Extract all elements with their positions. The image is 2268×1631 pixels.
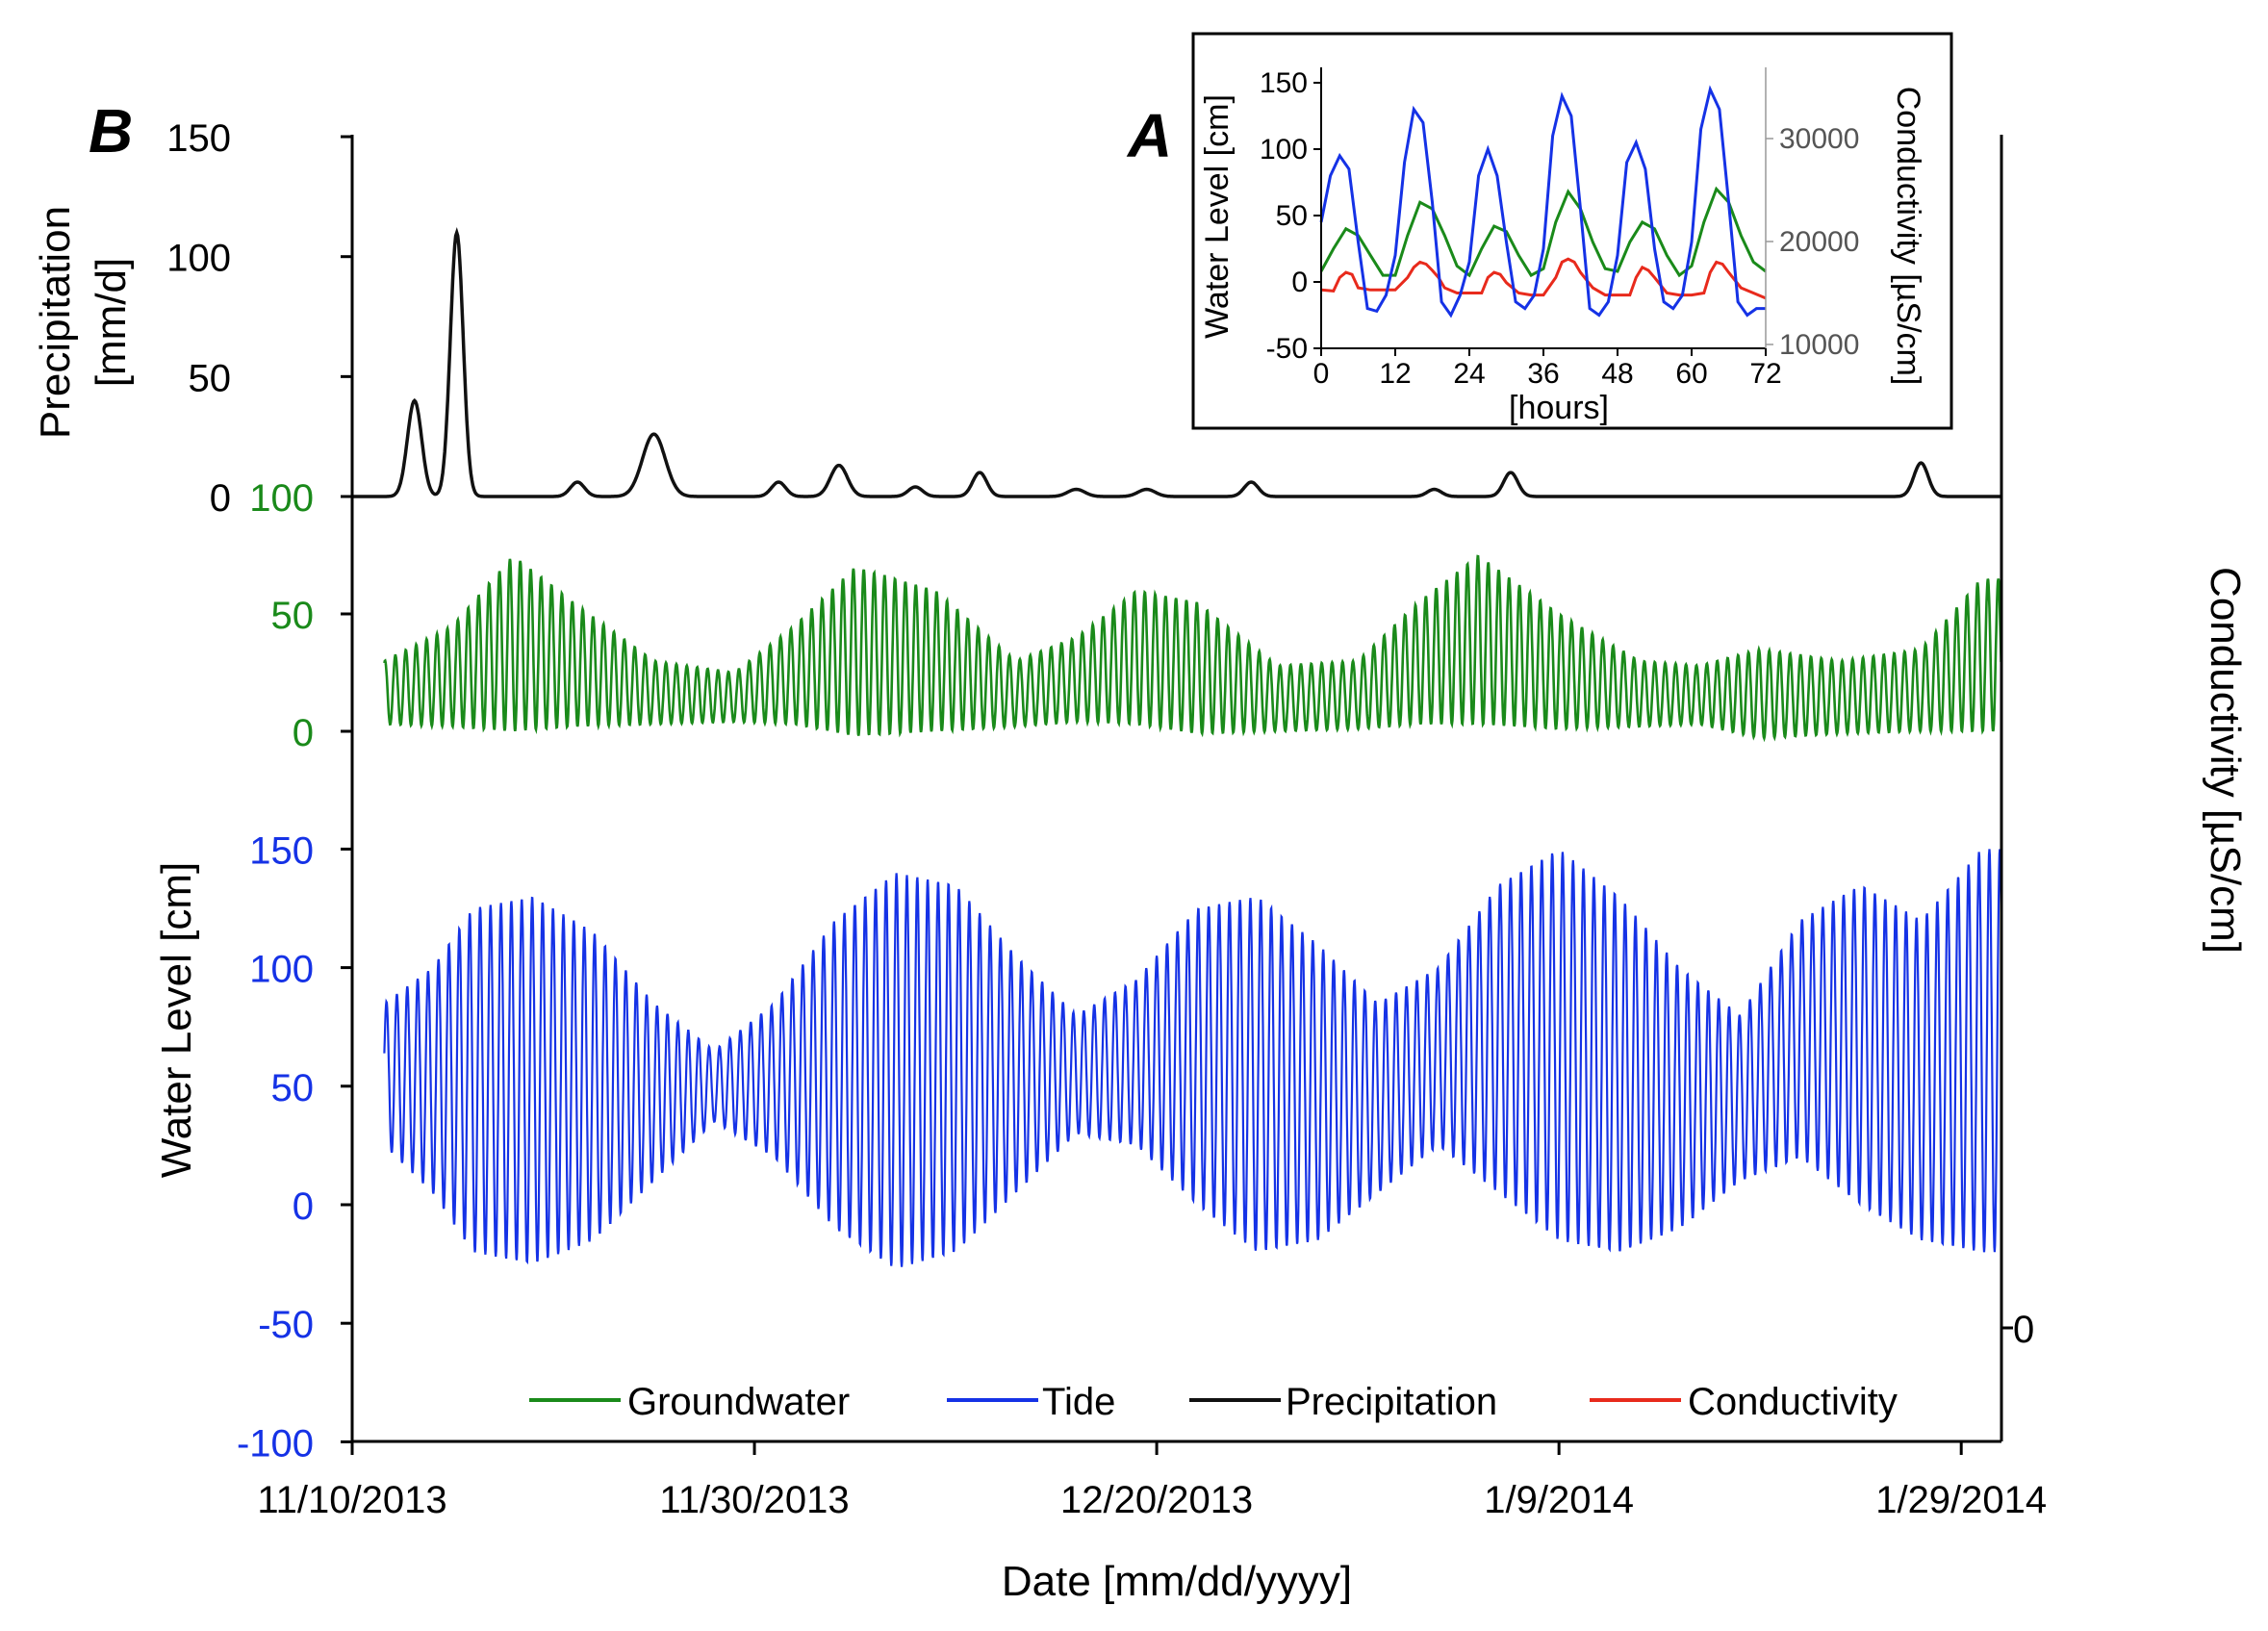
inset-series-line-conductivity — [1320, 257, 1767, 300]
legend-label-precipitation: Precipitation — [1286, 1381, 1497, 1423]
tide-tick-label: -100 — [237, 1422, 314, 1465]
x-tick-label: 11/30/2013 — [659, 1479, 849, 1521]
legend: Groundwater Tide Precipitation Conductiv… — [529, 1381, 1898, 1423]
inset-x-tick-label: 48 — [1601, 358, 1633, 390]
panel-b-ticks: 150100500100500150100500-50-100600005000… — [166, 117, 2047, 1521]
groundwater-tick-label: 50 — [271, 595, 315, 637]
x-tick-label: 1/9/2014 — [1484, 1479, 1634, 1521]
inset-series-line-groundwater — [1319, 186, 1767, 278]
panel-a-series — [1319, 85, 1767, 319]
legend-label-tide: Tide — [1042, 1381, 1115, 1423]
inset-right-tick-label: 10000 — [1779, 329, 1859, 361]
inset-right-axis-title: Conductivity [µS/cm] — [1890, 87, 1926, 386]
inset-x-tick-label: 12 — [1379, 358, 1411, 390]
groundwater-tick-label: 0 — [293, 712, 314, 754]
panel-b: B 150100500100500150100500-50-1006000050… — [32, 96, 2249, 1605]
precip-tick-label: 150 — [166, 117, 231, 160]
precip-tick-label: 50 — [189, 357, 232, 399]
panel-b-label: B — [89, 96, 133, 166]
tide-tick-label: 0 — [293, 1185, 314, 1228]
legend-label-groundwater: Groundwater — [627, 1381, 850, 1423]
series-line-precipitation — [352, 227, 2001, 498]
x-tick-label: 1/29/2014 — [1875, 1479, 2047, 1521]
inset-x-tick-label: 72 — [1749, 358, 1781, 390]
x-tick-label: 12/20/2013 — [1060, 1479, 1253, 1521]
tide-tick-label: 100 — [249, 949, 314, 991]
inset-series-line-tide — [1319, 85, 1766, 319]
inset-right-tick-label: 30000 — [1779, 123, 1859, 155]
series-line-tide — [383, 849, 2002, 1267]
conductivity-axis-title: Conductivity [µS/cm] — [2202, 567, 2249, 954]
precip-tick-label: 100 — [166, 238, 231, 280]
precip-tick-label: 0 — [210, 477, 231, 520]
panel-b-series — [352, 227, 2002, 1267]
inset-left-tick-label: 0 — [1291, 267, 1308, 298]
precip-axis-title-line2: [mm/d] — [88, 258, 135, 387]
inset-frame — [1191, 32, 1953, 430]
legend-label-conductivity: Conductivity — [1688, 1381, 1898, 1423]
conductivity-tick-label: 0 — [2013, 1309, 2034, 1351]
tide-tick-label: -50 — [258, 1304, 314, 1346]
inset-left-tick-label: 50 — [1276, 200, 1308, 232]
inset-x-tick-label: 24 — [1453, 358, 1485, 390]
inset-left-axis-title: Water Level [cm] — [1199, 94, 1236, 339]
inset-left-tick-label: -50 — [1266, 333, 1308, 365]
inset-x-tick-label: 60 — [1675, 358, 1707, 390]
x-axis-title: Date [mm/dd/yyyy] — [1002, 1558, 1352, 1605]
x-tick-label: 11/10/2013 — [257, 1479, 446, 1521]
panel-a: A 0 12 24 36 48 60 72150100500-503000020000100… — [1126, 32, 1953, 430]
panel-a-label: A — [1126, 101, 1172, 170]
inset-x-tick-label: 36 — [1527, 358, 1559, 390]
series-line-groundwater — [383, 554, 2002, 743]
inset-left-tick-label: 100 — [1260, 134, 1308, 166]
precip-axis-title-line1: Precipitation — [32, 206, 79, 439]
inset-right-tick-label: 20000 — [1779, 226, 1859, 258]
tide-tick-label: 150 — [249, 829, 314, 872]
inset-left-tick-label: 150 — [1260, 67, 1308, 99]
tide-tick-label: 50 — [271, 1067, 315, 1109]
inset-x-tick-label: 0 — [1313, 358, 1330, 390]
inset-x-axis-title: [hours] — [1509, 390, 1609, 426]
water-level-axis-title: Water Level [cm] — [153, 862, 200, 1178]
groundwater-tick-label: 100 — [249, 477, 314, 520]
